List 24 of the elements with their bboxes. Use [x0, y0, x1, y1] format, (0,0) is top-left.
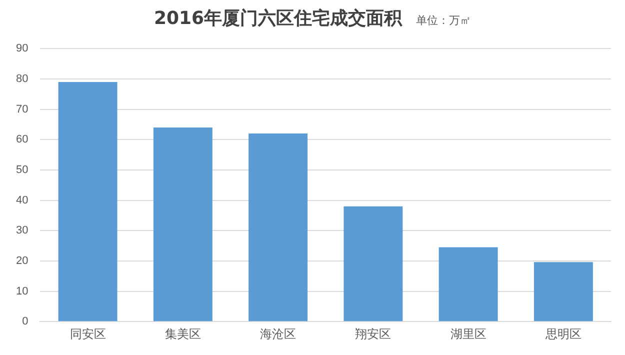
- y-tick-label: 40: [16, 194, 28, 206]
- y-tick-label: 0: [22, 316, 28, 328]
- bar: [153, 127, 212, 322]
- bar: [344, 206, 403, 322]
- chart-title: 2016年厦门六区住宅成交面积: [154, 8, 402, 29]
- x-tick-label: 翔安区: [355, 326, 392, 341]
- bar: [248, 134, 308, 322]
- bar: [58, 82, 118, 322]
- x-tick-label: 集美区: [164, 326, 201, 341]
- x-tick-label: 海沧区: [260, 326, 296, 341]
- x-tick-label: 同安区: [70, 326, 106, 341]
- y-tick-label: 30: [16, 224, 28, 237]
- y-tick-label: 50: [16, 164, 28, 176]
- bar: [534, 262, 593, 322]
- x-tick-label: 湖里区: [450, 326, 486, 341]
- chart-subtitle: 单位：万㎡: [416, 14, 472, 27]
- y-tick-label: 10: [16, 285, 28, 298]
- y-tick-label: 60: [16, 134, 28, 146]
- y-tick-label: 20: [16, 254, 28, 267]
- y-tick-label: 70: [16, 103, 28, 116]
- x-tick-label: 思明区: [544, 326, 582, 341]
- y-tick-label: 80: [16, 72, 28, 85]
- y-tick-label: 90: [16, 42, 28, 55]
- bar: [438, 247, 498, 322]
